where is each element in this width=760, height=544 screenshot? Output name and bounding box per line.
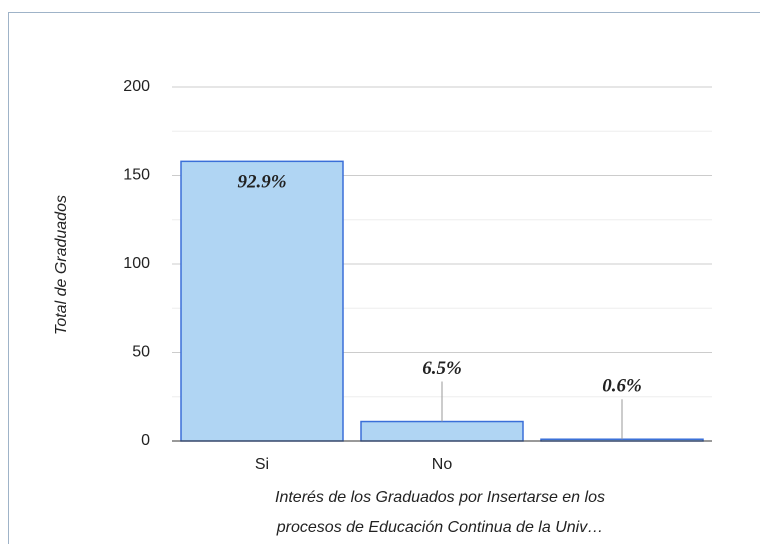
y-tick-label: 200 [123,78,150,95]
bar-annotation: 0.6% [602,376,642,397]
y-tick-label: 50 [132,344,150,361]
y-tick-label: 150 [123,167,150,184]
x-axis-title: procesos de Educación Continua de la Uni… [276,519,603,536]
frame [8,12,760,544]
x-axis-title: Interés de los Graduados por Insertarse … [275,489,605,506]
bar [180,160,344,442]
x-tick-label: Si [255,456,269,473]
y-axis-title: Total de Graduados [53,195,70,335]
bar-annotation: 92.9% [237,172,286,193]
bar [360,420,524,442]
x-tick-label: No [432,456,453,473]
bar-annotation: 6.5% [422,358,462,379]
y-tick-label: 100 [123,255,150,272]
y-tick-label: 0 [141,432,150,449]
